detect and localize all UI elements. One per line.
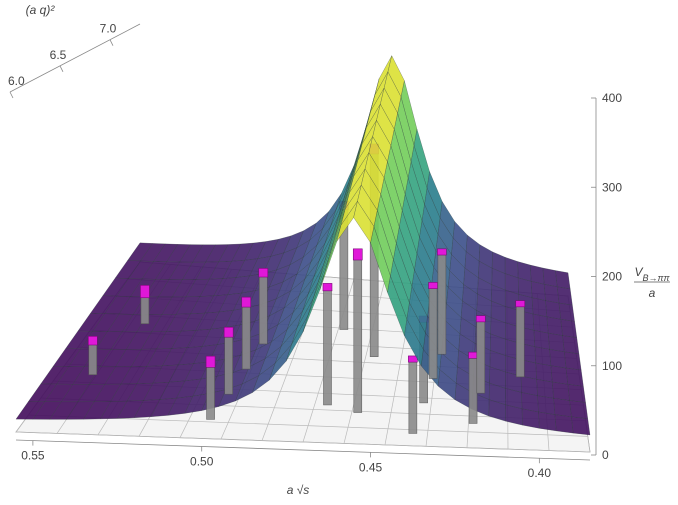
front-layer [87, 248, 526, 424]
data-point-error-box [87, 336, 98, 346]
surface-cell [530, 264, 545, 285]
data-point-error-box [205, 355, 216, 368]
y-axis-tick-label: 6.5 [50, 48, 67, 62]
surface-cell [571, 416, 591, 436]
data-point-error-box [437, 248, 447, 256]
surface-cell [549, 349, 567, 369]
data-point-stem [353, 254, 363, 413]
surface-cell [542, 267, 558, 287]
surface-cell [569, 400, 589, 419]
surface-cell [556, 286, 573, 306]
z-axis-tick-label: 100 [602, 359, 622, 373]
surface-cell [521, 408, 540, 429]
data-point-stem [468, 354, 478, 424]
surface-cell [552, 381, 570, 401]
surface-cell [533, 330, 550, 350]
surface-cell [547, 332, 565, 353]
z-axis-label-numerator: VB→ππ [634, 265, 670, 283]
data-point-stem [437, 251, 447, 355]
surface-cell [554, 414, 574, 434]
surface-cell [565, 367, 584, 387]
surface-cell [546, 316, 563, 336]
x-axis-tick-label: 0.50 [190, 454, 214, 468]
data-point-stem [515, 303, 525, 378]
y-axis-line [9, 23, 141, 93]
surface-cell [562, 335, 580, 355]
surface-cell [564, 351, 582, 371]
data-point-error-box [428, 282, 438, 289]
z-axis-tick-label: 400 [602, 91, 622, 105]
surface-cell [543, 284, 560, 304]
surface-cell [532, 313, 549, 334]
x-axis-tick-label: 0.45 [359, 460, 383, 474]
surface-cell [555, 270, 571, 290]
data-point-error-box [515, 300, 526, 308]
data-point-stem [428, 285, 438, 379]
surface-cell [560, 319, 578, 338]
data-point-error-box [468, 351, 478, 359]
data-point-stem [241, 301, 251, 370]
surface-cell [545, 300, 561, 320]
data-point-error-box [258, 268, 269, 278]
surface-cell [531, 297, 548, 318]
surface-cell [353, 200, 375, 244]
data-point-error-box [140, 285, 150, 299]
x-axis-label: a √s [287, 483, 310, 497]
data-point-error-box [223, 326, 234, 338]
surface-cell [530, 281, 546, 301]
surface-cell [537, 395, 556, 415]
data-point-stem [258, 272, 268, 345]
data-point-stem [224, 331, 233, 395]
surface-cell [567, 384, 586, 403]
data-point-stem [476, 318, 486, 394]
z-axis-tick-label: 200 [602, 270, 622, 284]
y-axis-tick [59, 65, 64, 73]
data-point-error-box [322, 283, 333, 292]
floor-grid-line [28, 414, 588, 437]
x-axis-tick-label: 0.55 [21, 449, 45, 463]
z-axis-tick-label: 0 [602, 448, 609, 462]
axes: 0.55 0.50 0.45 0.40 0 100 200 300 400 6.0 6.5 7.0 [8, 22, 622, 481]
data-point-stem [206, 361, 215, 420]
surface-cell [538, 411, 557, 432]
floor-grid-line [15, 431, 591, 453]
z-axis-tick-label: 300 [602, 180, 622, 194]
surface-cell [536, 379, 554, 399]
data-point-error-box [352, 248, 363, 261]
x-axis-tick-label: 0.40 [528, 466, 552, 480]
surface-cell [550, 365, 569, 385]
data-point-error-box [475, 315, 486, 323]
x-axis-line [15, 439, 591, 461]
y-axis-tick [109, 39, 114, 46]
data-point-error-box [241, 296, 252, 308]
y-axis-tick-label: 6.0 [8, 74, 25, 88]
surface-cell [535, 362, 553, 383]
data-point-stem [88, 340, 98, 376]
z-axis-label-denominator: a [649, 286, 656, 300]
y-axis-tick [9, 91, 14, 99]
surface-cell [558, 302, 575, 322]
y-axis-label: (a q)² [26, 3, 56, 17]
surface-cell [534, 346, 552, 366]
surface-cell [553, 398, 572, 418]
data-point-stem [408, 358, 418, 434]
data-point-stem [323, 286, 332, 406]
y-axis-tick-label: 7.0 [100, 22, 117, 36]
